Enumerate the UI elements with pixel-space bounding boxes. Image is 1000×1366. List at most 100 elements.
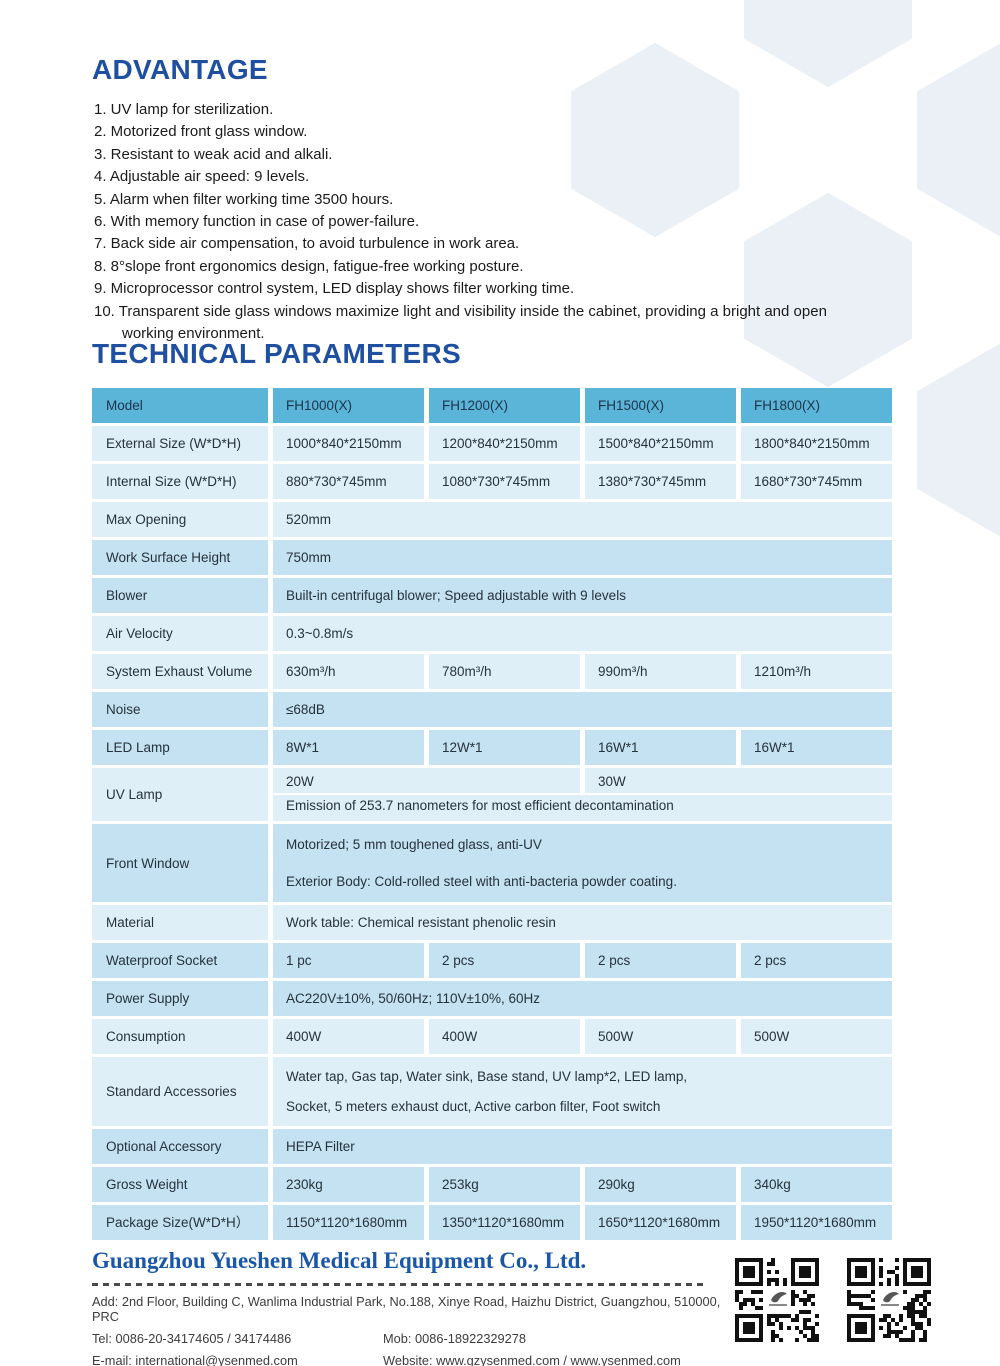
footer-divider: [92, 1283, 706, 1286]
table-row: Blower Built-in centrifugal blower; Speed…: [92, 578, 892, 613]
table-cell: 16W*1: [741, 730, 892, 765]
footer-tel: Tel: 0086-20-34174605 / 34174486: [92, 1331, 292, 1346]
qr-logo-bird-icon: [769, 1292, 787, 1306]
table-label-cell: Waterproof Socket: [92, 943, 268, 978]
table-row: Air Velocity 0.3~0.8m/s: [92, 616, 892, 651]
table-row: UV Lamp 20W 30W Emission of 253.7 nanometer…: [92, 768, 892, 821]
qr-code-left: [733, 1256, 821, 1344]
table-cell: AC220V±10%, 50/60Hz; 110V±10%, 60Hz: [273, 981, 892, 1016]
table-row: Waterproof Socket 1 pc 2 pcs 2 pcs 2 pcs: [92, 943, 892, 978]
table-cell: 30W: [585, 768, 892, 793]
table-cell: 16W*1: [585, 730, 736, 765]
table-cell: FH1200(X): [429, 388, 580, 423]
qr-code-right: [845, 1256, 933, 1344]
table-row: Internal Size (W*D*H) 880*730*745mm 1080*7…: [92, 464, 892, 499]
table-cell: 1500*840*2150mm: [585, 426, 736, 461]
footer-website: Website: www.gzysenmed.com / www.ysenmed…: [383, 1353, 681, 1366]
table-row: Standard Accessories Water tap, Gas tap, …: [92, 1057, 892, 1126]
table-row: Noise ≤68dB: [92, 692, 892, 727]
table-label-cell: Max Opening: [92, 502, 268, 537]
table-cell: 20W: [273, 768, 580, 793]
table-cell: 2 pcs: [741, 943, 892, 978]
table-cell: 750mm: [273, 540, 892, 575]
hexagon: [738, 0, 918, 93]
advantage-list-item: 7. Back side air compensation, to avoid …: [94, 235, 520, 253]
table-row: Gross Weight 230kg 253kg 290kg 340kg: [92, 1167, 892, 1202]
table-cell: 12W*1: [429, 730, 580, 765]
table-cell: Built-in centrifugal blower; Speed adjus…: [273, 578, 892, 613]
table-cell: 1080*730*745mm: [429, 464, 580, 499]
table-label-cell: External Size (W*D*H): [92, 426, 268, 461]
table-cell: 1210m³/h: [741, 654, 892, 689]
table-row: LED Lamp 8W*1 12W*1 16W*1 16W*1: [92, 730, 892, 765]
table-label-cell: Package Size(W*D*H）: [92, 1205, 268, 1240]
footer-email: E-mail: international@ysenmed.com: [92, 1353, 298, 1366]
table-row: Max Opening 520mm: [92, 502, 892, 537]
table-cell: 2 pcs: [585, 943, 736, 978]
footer-mob: Mob: 0086-18922329278: [383, 1331, 527, 1346]
advantage-list-item: 9. Microprocessor control system, LED di…: [94, 280, 575, 298]
table-row: External Size (W*D*H) 1000*840*2150mm 1200…: [92, 426, 892, 461]
table-row: Model FH1000(X) FH1200(X) FH1500(X) FH1800(X…: [92, 388, 892, 423]
technical-parameters-title: TECHNICAL PARAMETERS: [92, 338, 461, 369]
table-cell: 1150*1120*1680mm: [273, 1205, 424, 1240]
footer: Guangzhou Yueshen Medical Equipment Co.,…: [92, 1248, 933, 1366]
table-label-cell: Optional Accessory: [92, 1129, 268, 1164]
table-label-cell: Model: [92, 388, 268, 423]
table-cell: 1 pc: [273, 943, 424, 978]
advantage-list-item: 4. Adjustable air speed: 9 levels.: [94, 168, 310, 186]
advantage-list-item: 2. Motorized front glass window.: [94, 123, 308, 141]
table-cell: 780m³/h: [429, 654, 580, 689]
table-cell: 500W: [741, 1019, 892, 1054]
table-cell: 630m³/h: [273, 654, 424, 689]
hexagon: [911, 37, 1000, 243]
advantage-list-item: 10. Transparent side glass windows maxim…: [94, 302, 827, 343]
tech-table: Model FH1000(X) FH1200(X) FH1500(X) FH1800(X…: [92, 388, 892, 1243]
table-label-cell: Gross Weight: [92, 1167, 268, 1202]
advantage-list: 1. UV lamp for sterilization. 2. Motorize…: [94, 99, 869, 345]
table-cell: 1380*730*745mm: [585, 464, 736, 499]
footer-company-name: Guangzhou Yueshen Medical Equipment Co.,…: [92, 1248, 587, 1273]
table-row: Work Surface Height 750mm: [92, 540, 892, 575]
table-cell: 2 pcs: [429, 943, 580, 978]
table-row: Consumption 400W 400W 500W 500W: [92, 1019, 892, 1054]
table-cell: 230kg: [273, 1167, 424, 1202]
table-cell: 1000*840*2150mm: [273, 426, 424, 461]
table-label-cell: LED Lamp: [92, 730, 268, 765]
table-row: Material Work table: Chemical resistant p…: [92, 905, 892, 940]
table-row: Package Size(W*D*H） 1150*1120*1680mm 1350*…: [92, 1205, 892, 1240]
table-cell: 340kg: [741, 1167, 892, 1202]
table-label-cell: Internal Size (W*D*H): [92, 464, 268, 499]
advantage-list-item: 1. UV lamp for sterilization.: [94, 101, 274, 118]
table-label-cell: Blower: [92, 578, 268, 613]
table-cell: 400W: [429, 1019, 580, 1054]
table-label-cell: Work Surface Height: [92, 540, 268, 575]
advantage-list-item: 3. Resistant to weak acid and alkali.: [94, 145, 333, 163]
table-cell: 400W: [273, 1019, 424, 1054]
table-cell: 500W: [585, 1019, 736, 1054]
table-label-cell: System Exhaust Volume: [92, 654, 268, 689]
table-cell: HEPA Filter: [273, 1129, 892, 1164]
table-row: Power Supply AC220V±10%, 50/60Hz; 110V±10…: [92, 981, 892, 1016]
table-cell: 1800*840*2150mm: [741, 426, 892, 461]
table-cell: 1350*1120*1680mm: [429, 1205, 580, 1240]
table-row: System Exhaust Volume 630m³/h 780m³/h 990m³…: [92, 654, 892, 689]
hexagon: [911, 337, 1000, 543]
table-cell: FH1800(X): [741, 388, 892, 423]
table-label-cell: Material: [92, 905, 268, 940]
table-label-cell: UV Lamp: [92, 768, 268, 821]
table-label-cell: Front Window: [92, 824, 268, 902]
table-cell: FH1000(X): [273, 388, 424, 423]
advantage-list-item: 5. Alarm when filter working time 3500 h…: [94, 190, 394, 208]
table-cell: 1680*730*745mm: [741, 464, 892, 499]
advantage-list-item: 6. With memory function in case of power…: [94, 213, 420, 231]
table-label-cell: Power Supply: [92, 981, 268, 1016]
table-cell: 0.3~0.8m/s: [273, 616, 892, 651]
table-cell: Water tap, Gas tap, Water sink, Base sta…: [273, 1057, 892, 1126]
table-row: Front Window Motorized; 5 mm toughened gl…: [92, 824, 892, 902]
table-cell: Emission of 253.7 nanometers for most ef…: [273, 795, 892, 821]
advantage-title: ADVANTAGE: [92, 54, 268, 85]
qr-logo-bird-icon: [881, 1292, 899, 1306]
table-cell: 880*730*745mm: [273, 464, 424, 499]
